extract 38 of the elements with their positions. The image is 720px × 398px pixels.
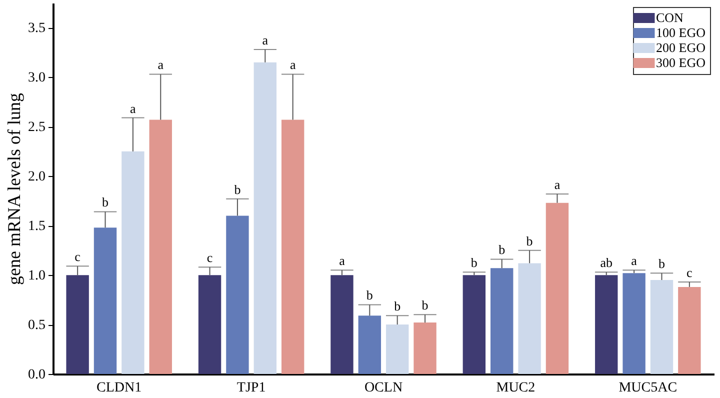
- y-tick-label: 3.0: [28, 70, 46, 86]
- annotation: a: [290, 57, 296, 72]
- annotation: a: [631, 253, 638, 268]
- annotation: a: [130, 100, 136, 116]
- y-tick-label: 2.0: [28, 170, 46, 185]
- annotation: b: [470, 255, 478, 270]
- y-tick-label: 1.0: [28, 268, 46, 284]
- y-tick-label: 0.5: [28, 318, 46, 334]
- annotation: b: [422, 298, 428, 313]
- legend-label: CON: [656, 10, 684, 25]
- y-axis-title: gene mRNA levels of lung: [4, 93, 24, 285]
- y-tick-label: 1.5: [28, 219, 46, 234]
- annotation: b: [102, 194, 109, 210]
- y-tick-label: 2.5: [28, 120, 46, 136]
- x-tick-label: MUC2: [496, 380, 536, 396]
- annotation: a: [262, 32, 268, 48]
- legend-label: 100 EGO: [656, 25, 706, 40]
- annotation: ab: [600, 255, 613, 270]
- annotation: c: [74, 249, 81, 264]
- annotation: b: [394, 298, 401, 314]
- x-tick-label: MUC5AC: [618, 380, 678, 396]
- annotation: a: [554, 176, 560, 192]
- annotation: b: [234, 182, 241, 197]
- annotation: c: [686, 264, 693, 280]
- y-tick-label: 3.5: [28, 21, 46, 36]
- annotation: a: [339, 253, 346, 268]
- annotation: b: [658, 256, 665, 272]
- legend-label: 300 EGO: [656, 55, 706, 70]
- annotation: b: [366, 288, 373, 303]
- legend-label: 200 EGO: [656, 40, 706, 55]
- annotation: b: [526, 233, 533, 248]
- x-tick-label: CLDN1: [96, 380, 142, 396]
- y-tick-label: 0.0: [28, 368, 46, 382]
- annotation: b: [498, 242, 506, 258]
- annotation: c: [206, 250, 213, 266]
- x-tick-label: TJP1: [236, 380, 266, 396]
- annotation: a: [158, 57, 164, 72]
- x-tick-label: OCLN: [364, 380, 403, 396]
